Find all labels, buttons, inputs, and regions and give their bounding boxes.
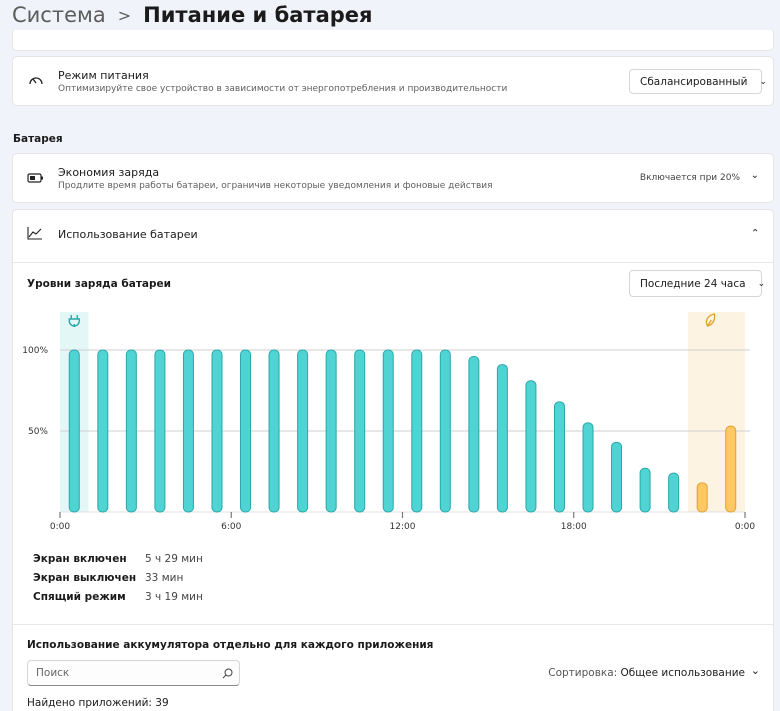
bar [68, 349, 80, 513]
power-mode-card: Режим питания Оптимизируйте свое устройс… [12, 56, 774, 106]
chevron: ⌄ [750, 170, 759, 181]
range-value: Последние 24 часа [640, 277, 746, 290]
power-mode-icon [29, 77, 43, 85]
search-box[interactable]: Поиск [27, 660, 240, 686]
bar [125, 349, 137, 513]
stat-value: 33 мин [145, 572, 184, 584]
chevron: ⌄ [757, 278, 766, 289]
leaf [705, 313, 716, 327]
battery-saver-icon [27, 173, 43, 183]
bar [611, 441, 623, 513]
divider [13, 624, 773, 625]
stat-label: Спящий режим [33, 591, 126, 603]
x-tick-label: 0:00 [50, 522, 70, 532]
breadcrumb: Система > Питание и батарея [12, 0, 780, 30]
charging-icon [68, 315, 80, 327]
battery-saver-description: Продлите время работы батареи, ограничив… [58, 181, 493, 191]
x-tick-label: 0:00 [735, 522, 755, 532]
bar [354, 349, 366, 513]
bar [553, 401, 565, 513]
bar [182, 349, 194, 513]
search-placeholder: Поиск [36, 667, 70, 679]
battery-saver-card[interactable]: Экономия заряда Продлите время работы ба… [12, 153, 774, 203]
bar [97, 349, 109, 513]
page-title: Питание и батарея [143, 3, 373, 27]
x-tick-label: 12:00 [390, 522, 416, 532]
battery-saver-value: Включается при 20% [639, 173, 740, 183]
battery-usage-card: Использование батареи ⌄ Уровни заряда ба… [12, 209, 774, 711]
highlight-band [687, 312, 745, 512]
divider [13, 262, 773, 263]
battery-saver-title: Экономия заряда [58, 166, 160, 179]
bar [211, 349, 223, 513]
bar [639, 467, 651, 513]
breadcrumb-parent[interactable]: Система [12, 3, 106, 27]
bar [696, 482, 708, 513]
bar [268, 349, 280, 513]
sort-control[interactable]: Сортировка: Общее использование [548, 667, 745, 679]
bar [411, 349, 423, 513]
plug [68, 315, 80, 327]
power-mode-dropdown[interactable]: Сбалансированный ⌄ [629, 69, 767, 94]
bar [240, 349, 252, 513]
y-tick-label: 100% [22, 346, 48, 356]
chevron: ⌄ [750, 664, 760, 677]
bar [439, 349, 451, 513]
bar [725, 425, 737, 513]
search-icon [222, 668, 233, 679]
stat-label: Экран выключен [33, 572, 137, 584]
power-mode-description: Оптимизируйте свое устройство в зависимо… [58, 84, 508, 94]
x-tick-label: 18:00 [561, 522, 587, 532]
breadcrumb-separator: > [117, 5, 132, 25]
battery-usage-title: Использование батареи [58, 228, 198, 241]
range-dropdown[interactable]: Последние 24 часа ⌄ [629, 270, 765, 297]
bar [496, 364, 508, 513]
battery-chart: 50% 100% 0:00 6:00 12:00 18:00 0:00 [22, 312, 755, 532]
apps-title: Использование аккумулятора отдельно для … [27, 639, 434, 651]
stats: Экран включен 5 ч 29 мин Экран выключен 33 … [33, 553, 333, 613]
bar [582, 422, 594, 513]
bar [382, 349, 394, 513]
bar [154, 349, 166, 513]
x-tick-label: 6:00 [221, 522, 241, 532]
bar [325, 349, 337, 513]
saver-icon [705, 313, 716, 327]
sort-value: Общее использование [620, 667, 745, 679]
bar [297, 349, 309, 513]
section-label: Батарея [13, 133, 63, 145]
sort-label: Сортировка: [548, 667, 618, 679]
chevron[interactable]: ⌄ [750, 226, 759, 237]
chart-title: Уровни заряда батареи [27, 278, 171, 290]
usage-icon [27, 227, 42, 240]
bar [468, 355, 480, 513]
bar [668, 472, 680, 513]
chevron: ⌄ [759, 76, 767, 87]
apps-found: Найдено приложений: 39 [27, 697, 169, 709]
stat-value: 5 ч 29 мин [145, 553, 203, 565]
stat-label: Экран включен [33, 553, 127, 565]
stat-value: 3 ч 19 мин [145, 591, 203, 603]
power-mode-title: Режим питания [58, 69, 149, 82]
bar [525, 380, 537, 513]
power-mode-value: Сбалансированный [640, 75, 748, 88]
previous-card [12, 28, 774, 51]
y-tick-label: 50% [28, 427, 48, 437]
